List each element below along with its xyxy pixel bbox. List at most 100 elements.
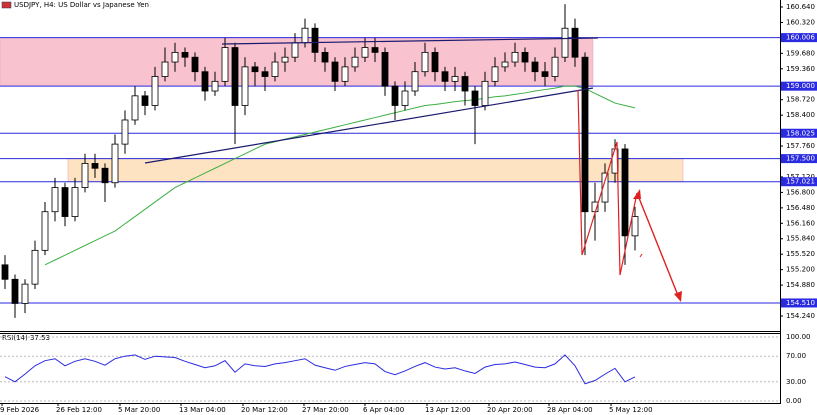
trend-line <box>144 87 594 164</box>
x-tick-label: 28 Apr 04:00 <box>547 406 593 414</box>
levels <box>0 37 780 304</box>
candle-body <box>491 66 499 82</box>
x-tick-label: 13 Apr 12:00 <box>425 406 471 414</box>
candle-body <box>171 51 179 63</box>
y-tick-label: 154.880 <box>786 281 815 289</box>
symbol-icon <box>1 1 12 9</box>
candle-body <box>521 51 529 63</box>
candle-body <box>271 61 279 77</box>
arrow-head <box>674 291 682 302</box>
candle-body <box>51 187 59 213</box>
candle-body <box>251 66 259 73</box>
y-tick-label: 156.800 <box>786 188 815 196</box>
candle-body <box>461 76 469 92</box>
y-tick-label: 158.720 <box>786 96 815 104</box>
candle-body <box>481 80 489 106</box>
candle-body <box>311 27 319 53</box>
trend-line <box>221 37 599 45</box>
candle-body <box>361 47 369 58</box>
candle-body <box>431 51 439 73</box>
x-tick-label: 20 Mar 12:00 <box>241 406 288 414</box>
candle-body <box>411 71 419 92</box>
y-tick-label: 156.480 <box>786 204 815 212</box>
candle-body <box>301 27 309 44</box>
zigzag <box>577 89 638 276</box>
candle-body <box>621 148 629 237</box>
candle-body <box>261 71 269 77</box>
candle-body <box>81 163 89 188</box>
y-tick-label: 160.640 <box>786 3 815 11</box>
level-label: 157.500 <box>786 155 815 163</box>
moving-average <box>44 85 636 266</box>
candle-body <box>241 66 249 106</box>
rsi-line <box>4 354 636 385</box>
candle-body <box>131 95 139 121</box>
candle-body <box>151 76 159 106</box>
candle-body <box>451 76 459 82</box>
level-label: 159.000 <box>786 82 815 90</box>
candle-body <box>401 90 409 106</box>
y-tick-label: 155.520 <box>786 250 815 258</box>
candle-body <box>471 90 479 106</box>
level-tag <box>781 128 817 138</box>
candle-body <box>541 71 549 77</box>
candle-body <box>121 119 129 145</box>
candle-body <box>181 51 189 58</box>
candle-body <box>161 61 169 77</box>
candle-body <box>321 51 329 63</box>
level-label: 158.025 <box>786 129 815 137</box>
candle-body <box>21 283 29 304</box>
candle-body <box>351 56 359 68</box>
y-tick-label: 157.760 <box>786 142 815 150</box>
candle-body <box>11 278 19 304</box>
x-tick-label: 13 Mar 04:00 <box>179 406 226 414</box>
forecast-arrow <box>636 192 680 299</box>
rsi-tick-label: 30.00 <box>786 378 806 386</box>
level-label: 154.510 <box>786 299 815 307</box>
candle-body <box>381 51 389 87</box>
candle-body <box>71 187 79 217</box>
candle-body <box>391 85 399 106</box>
zones <box>0 37 684 182</box>
x-tick-label: 20 Apr 20:00 <box>487 406 533 414</box>
rsi-label: RSI(14) 37.53 <box>2 334 50 342</box>
candle-body <box>501 61 509 68</box>
candle-body <box>601 172 609 203</box>
zone <box>67 158 684 182</box>
level-tag <box>781 154 817 164</box>
candle-body <box>211 80 219 92</box>
rsi-tick-label: 0.00 <box>786 397 802 405</box>
candle-body <box>31 249 39 285</box>
price-panel <box>1 4 639 318</box>
y-tick-label: 154.240 <box>786 312 815 320</box>
level-tag <box>781 177 817 187</box>
y-tick-label: 156.160 <box>786 219 815 227</box>
candle-body <box>291 42 299 58</box>
candle-body <box>191 56 199 73</box>
x-tick-label: 9 Feb 2026 <box>0 406 40 414</box>
candle-body <box>371 47 379 53</box>
level-tag <box>781 33 817 43</box>
x-tick-label: 27 Mar 20:00 <box>302 406 349 414</box>
candle-body <box>421 51 429 73</box>
x-tick-label: 26 Feb 12:00 <box>56 406 102 414</box>
chart-title: USDJPY, H4: US Dollar vs Japanese Yen <box>14 1 149 9</box>
y-tick-label: 160.320 <box>786 18 815 26</box>
candle-body <box>441 71 449 82</box>
level-tag <box>781 298 817 308</box>
candle-body <box>91 163 99 169</box>
level-label: 157.021 <box>786 178 815 186</box>
candle-body <box>531 61 539 73</box>
rsi-panel <box>0 336 780 402</box>
candle-body <box>101 167 109 184</box>
x-tick-label: 5 May 12:00 <box>609 406 653 414</box>
candle-body <box>581 56 589 213</box>
y-tick-label: 155.200 <box>786 266 815 274</box>
rsi-tick-label: 70.00 <box>786 352 806 360</box>
candle-body <box>631 216 639 237</box>
x-tick-label: 5 Mar 20:00 <box>118 406 160 414</box>
candle-body <box>341 66 349 82</box>
rsi-tick-label: 100.00 <box>786 333 811 341</box>
candle-body <box>1 264 9 280</box>
